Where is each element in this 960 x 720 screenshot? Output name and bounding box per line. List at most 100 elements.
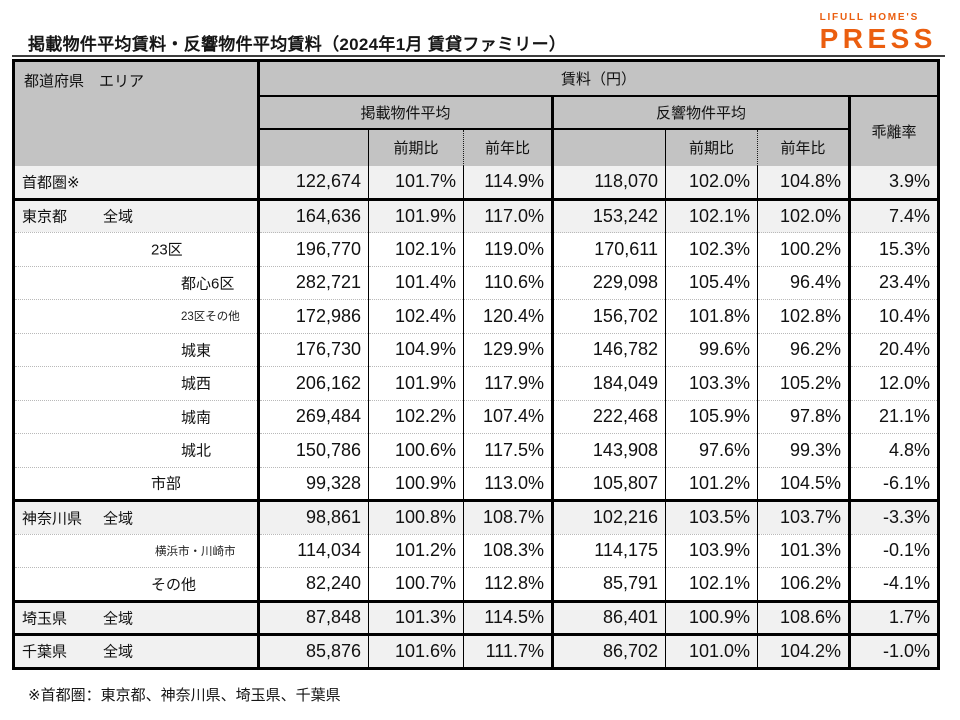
prefecture-area-cell: 横浜市・川崎市 (13, 533, 260, 568)
area-label: 横浜市・川崎市 (155, 545, 236, 558)
prefecture-area-cell: 城東 (13, 332, 260, 367)
area-label: 城南 (181, 409, 212, 427)
listed-prev-period-cell: 104.9% (368, 332, 464, 367)
listed-prev-year-cell: 114.9% (463, 165, 553, 199)
table-row: 東京都 全域 164,636 101.9% 117.0% 153,242 102.1% 102… (13, 197, 939, 233)
listed-prev-period-cell: 101.4% (368, 265, 464, 300)
header-listed-average: 掲載物件平均 (258, 95, 554, 130)
prefecture-area-cell: 市部 (13, 466, 260, 501)
response-prev-year-cell: 99.3% (757, 433, 850, 467)
divergence-cell: 12.0% (847, 366, 939, 400)
table-row: 首都圏※ 122,674 101.7% 114.9% 118,070 102.0% 104.… (13, 165, 939, 199)
prefecture-label: 東京都 (22, 208, 68, 226)
header-row-2: 掲載物件平均 反響物件平均 乖離率 (14, 95, 939, 166)
table-row: 城北 150,786 100.6% 117.5% 143,908 97.6% 99.3% 4.… (13, 433, 939, 467)
divergence-cell: 15.3% (847, 232, 939, 266)
response-prev-year-cell: 106.2% (757, 567, 850, 601)
response-prev-year-cell: 105.2% (757, 366, 850, 400)
response-avg-cell: 222,468 (551, 399, 666, 434)
prefecture-label: 千葉県 (22, 643, 68, 661)
response-prev-period-cell: 102.0% (665, 165, 758, 199)
response-prev-period-cell: 101.0% (665, 633, 758, 668)
response-prev-year-cell: 102.8% (757, 299, 850, 333)
response-avg-cell: 85,791 (551, 567, 666, 601)
prefecture-area-cell: 城西 (13, 366, 260, 400)
response-prev-year-cell: 104.5% (757, 466, 850, 501)
response-prev-period-cell: 102.1% (665, 567, 758, 601)
prefecture-area-cell: 23区その他 (13, 299, 260, 333)
divergence-cell: 1.7% (847, 599, 939, 635)
listed-avg-cell: 206,162 (258, 366, 369, 400)
response-prev-year-cell: 102.0% (757, 197, 850, 233)
listed-prev-period-cell: 102.4% (368, 299, 464, 333)
response-prev-period-cell: 102.1% (665, 197, 758, 233)
table-row: 埼玉県 全域 87,848 101.3% 114.5% 86,401 100.9% 108.6… (13, 599, 939, 635)
area-label: 全域 (103, 510, 134, 528)
prefecture-label: 首都圏※ (22, 174, 80, 191)
prefecture-area-cell: 23区 (13, 232, 260, 266)
divergence-cell: -0.1% (847, 533, 939, 568)
response-prev-period-cell: 103.5% (665, 499, 758, 534)
area-label: 城西 (181, 375, 212, 393)
logo-lifull-homes-text: LIFULL HOME'S (819, 12, 920, 23)
response-avg-cell: 114,175 (551, 533, 666, 568)
response-avg-cell: 156,702 (551, 299, 666, 333)
rent-table: 都道府県 エリア 賃料（円） 掲載物件平均 反響物件平均 乖離率 前期比 前年比… (12, 59, 941, 670)
listed-prev-year-cell: 110.6% (463, 265, 553, 300)
rent-table-wrapper: 都道府県 エリア 賃料（円） 掲載物件平均 反響物件平均 乖離率 前期比 前年比… (12, 59, 941, 670)
listed-prev-period-cell: 101.7% (368, 165, 464, 199)
listed-prev-year-cell: 108.7% (463, 499, 553, 534)
listed-prev-year-cell: 107.4% (463, 399, 553, 434)
header-row-3: 前期比 前年比 前期比 前年比 (14, 128, 939, 166)
prefecture-area-cell: 千葉県 全域 (13, 633, 260, 668)
divergence-cell: 3.9% (847, 165, 939, 199)
response-prev-year-cell: 108.6% (757, 599, 850, 635)
listed-avg-cell: 269,484 (258, 399, 369, 434)
listed-prev-year-cell: 111.7% (463, 633, 553, 668)
listed-avg-cell: 82,240 (258, 567, 369, 601)
listed-avg-cell: 114,034 (258, 533, 369, 568)
listed-prev-period-cell: 100.9% (368, 466, 464, 501)
table-row: その他 82,240 100.7% 112.8% 85,791 102.1% 106.2% -… (13, 567, 939, 601)
listed-avg-cell: 87,848 (258, 599, 369, 635)
listed-prev-year-cell: 117.0% (463, 197, 553, 233)
response-prev-year-cell: 104.2% (757, 633, 850, 668)
response-avg-cell: 102,216 (551, 499, 666, 534)
table-row: 神奈川県 全域 98,861 100.8% 108.7% 102,216 103.5% 103… (13, 499, 939, 534)
divergence-cell: 23.4% (847, 265, 939, 300)
area-label: 城北 (181, 442, 212, 460)
listed-avg-cell: 98,861 (258, 499, 369, 534)
response-avg-cell: 229,098 (551, 265, 666, 300)
response-avg-cell: 118,070 (551, 165, 666, 199)
listed-prev-year-cell: 114.5% (463, 599, 553, 635)
area-label: 城東 (181, 342, 212, 360)
prefecture-area-cell: 埼玉県 全域 (13, 599, 260, 635)
response-prev-year-cell: 96.4% (757, 265, 850, 300)
response-prev-period-cell: 105.4% (665, 265, 758, 300)
response-avg-cell: 184,049 (551, 366, 666, 400)
response-prev-period-cell: 100.9% (665, 599, 758, 635)
response-prev-year-cell: 97.8% (757, 399, 850, 434)
listed-avg-cell: 99,328 (258, 466, 369, 501)
listed-prev-period-cell: 101.3% (368, 599, 464, 635)
header-prefecture-area: 都道府県 エリア (13, 60, 260, 166)
title-divider (12, 55, 945, 57)
response-prev-period-cell: 101.2% (665, 466, 758, 501)
listed-prev-year-cell: 119.0% (463, 232, 553, 266)
table-row: 千葉県 全域 85,876 101.6% 111.7% 86,702 101.0% 104.2… (13, 633, 939, 668)
divergence-cell: -3.3% (847, 499, 939, 534)
rent-table-body: 首都圏※ 122,674 101.7% 114.9% 118,070 102.0% 104.… (13, 165, 939, 668)
listed-prev-year-cell: 120.4% (463, 299, 553, 333)
listed-prev-year-cell: 129.9% (463, 332, 553, 367)
listed-prev-year-cell: 112.8% (463, 567, 553, 601)
divergence-cell: -4.1% (847, 567, 939, 601)
header-listed-prev-year: 前年比 (463, 128, 554, 166)
response-prev-period-cell: 97.6% (665, 433, 758, 467)
divergence-cell: 7.4% (847, 197, 939, 233)
listed-avg-cell: 196,770 (258, 232, 369, 266)
prefecture-area-cell: 都心6区 (13, 265, 260, 300)
prefecture-label: 神奈川県 (22, 510, 83, 528)
response-avg-cell: 170,611 (551, 232, 666, 266)
listed-avg-cell: 164,636 (258, 197, 369, 233)
